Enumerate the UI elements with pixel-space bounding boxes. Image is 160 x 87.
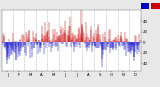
Bar — [151, 3, 160, 9]
Bar — [141, 3, 149, 9]
